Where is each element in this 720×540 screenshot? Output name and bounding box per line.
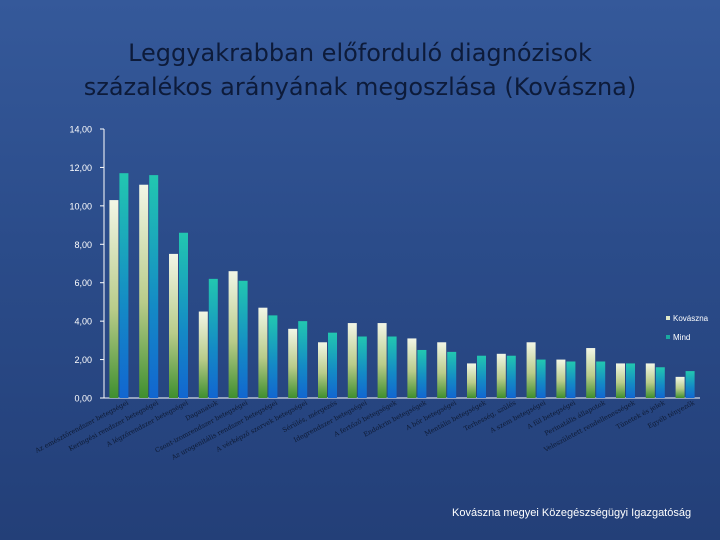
bar-mind bbox=[626, 363, 635, 398]
legend-swatch bbox=[666, 316, 670, 320]
bar-mind bbox=[119, 173, 129, 398]
bar-kovaszna bbox=[198, 311, 208, 398]
bar-mind bbox=[238, 280, 248, 398]
bar-mind bbox=[596, 361, 606, 398]
bar-kovaszna bbox=[586, 348, 596, 398]
bar-kovaszna bbox=[467, 363, 476, 398]
bar-mind bbox=[685, 371, 695, 398]
y-tick-label: 10,00 bbox=[69, 201, 92, 211]
bar-kovaszna bbox=[258, 307, 268, 398]
bar-kovaszna bbox=[496, 353, 506, 398]
bar-mind bbox=[655, 367, 665, 398]
bar-mind bbox=[208, 278, 218, 398]
bar-kovaszna bbox=[407, 338, 417, 398]
y-tick-label: 14,00 bbox=[69, 125, 92, 135]
y-tick-label: 6,00 bbox=[74, 278, 92, 288]
bar-kovaszna bbox=[556, 359, 566, 398]
bar-kovaszna bbox=[169, 253, 178, 398]
bar-mind bbox=[149, 175, 159, 398]
bar-kovaszna bbox=[288, 328, 298, 398]
bar-mind bbox=[417, 349, 427, 398]
chart-title-line-2: százalékos arányának megoszlása (Kovászn… bbox=[83, 73, 637, 101]
bar-kovaszna bbox=[139, 184, 149, 398]
bar-kovaszna bbox=[675, 376, 685, 398]
bar-kovaszna bbox=[645, 363, 655, 398]
y-tick-label: 0,00 bbox=[74, 394, 92, 404]
bar-kovaszna bbox=[347, 323, 357, 398]
bar-mind bbox=[357, 336, 367, 398]
bar-mind bbox=[328, 332, 337, 398]
bar-mind bbox=[536, 359, 546, 398]
bar-mind bbox=[387, 336, 397, 398]
y-tick-label: 2,00 bbox=[74, 355, 92, 365]
bar-kovaszna bbox=[616, 363, 625, 398]
legend-label: Mind bbox=[673, 333, 690, 342]
bar-kovaszna bbox=[318, 342, 327, 398]
bar-mind bbox=[506, 355, 516, 398]
bar-kovaszna bbox=[526, 342, 536, 398]
bar-kovaszna bbox=[437, 342, 447, 398]
chart-title-line-1: Leggyakrabban előforduló diagnózisok bbox=[128, 39, 592, 67]
bar-mind bbox=[179, 232, 188, 398]
bar-mind bbox=[268, 315, 278, 398]
bar-mind bbox=[447, 351, 457, 398]
bar-mind bbox=[566, 361, 576, 398]
bar-mind bbox=[477, 355, 486, 398]
legend-label: Kovászna bbox=[673, 314, 709, 323]
bar-kovaszna bbox=[109, 200, 119, 398]
legend: Kovászna Mind bbox=[666, 314, 709, 342]
y-tick-label: 12,00 bbox=[69, 163, 92, 173]
legend-swatch bbox=[666, 335, 670, 339]
footer-credit: Kovászna megyei Közegészségügyi Igazgató… bbox=[452, 507, 692, 519]
chart-title: Leggyakrabban előforduló diagnózisok szá… bbox=[0, 36, 720, 104]
bar-kovaszna bbox=[228, 271, 238, 398]
bars bbox=[109, 173, 695, 398]
bar-mind bbox=[298, 321, 308, 398]
bar-kovaszna bbox=[377, 323, 387, 398]
y-tick-label: 4,00 bbox=[74, 317, 92, 327]
y-tick-label: 8,00 bbox=[74, 240, 92, 250]
